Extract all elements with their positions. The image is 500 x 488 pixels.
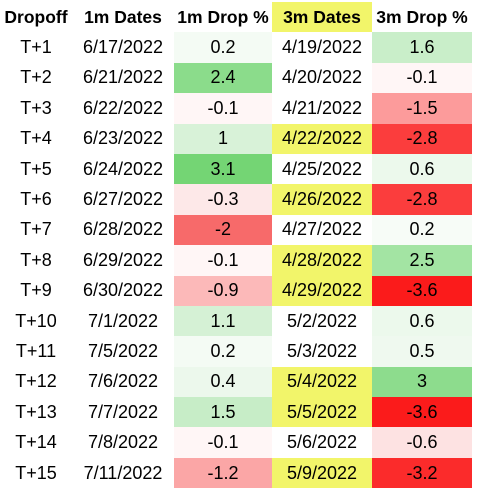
cell-3m-date: 4/27/2022 <box>272 214 372 246</box>
table-row: T+10 7/1/2022 1.1 5/2/2022 0.6 <box>0 305 472 337</box>
cell-3m-drop-pct: 0.2 <box>372 214 472 246</box>
cell-3m-date: 5/9/2022 <box>272 457 372 488</box>
table-row: T+7 6/28/2022 -2 4/27/2022 0.2 <box>0 214 472 246</box>
cell-dropoff: T+9 <box>20 280 52 301</box>
cell-1m-drop-pct: -0.1 <box>174 245 272 276</box>
cell-dropoff: T+4 <box>20 128 52 149</box>
cell-1m-drop-pct: 1.5 <box>174 397 272 428</box>
cell-3m-drop-pct: 2.5 <box>372 245 472 276</box>
cell-3m-date: 4/22/2022 <box>272 123 372 154</box>
cell-1m-date: 6/21/2022 <box>82 67 164 88</box>
cell-3m-drop-pct: -1.5 <box>372 93 472 124</box>
cell-1m-date: 7/6/2022 <box>87 371 159 392</box>
table-row: T+6 6/27/2022 -0.3 4/26/2022 -2.8 <box>0 184 472 215</box>
cell-3m-date: 4/29/2022 <box>272 275 372 306</box>
table-row: T+2 6/21/2022 2.4 4/20/2022 -0.1 <box>0 62 472 94</box>
cell-1m-drop-pct: 3.1 <box>174 153 272 185</box>
cell-1m-date: 7/7/2022 <box>87 401 159 422</box>
cell-3m-date: 5/5/2022 <box>272 397 372 428</box>
cell-3m-date: 4/20/2022 <box>272 62 372 94</box>
table-row: T+8 6/29/2022 -0.1 4/28/2022 2.5 <box>0 245 472 276</box>
cell-3m-drop-pct: 0.5 <box>372 336 472 367</box>
cell-1m-date: 7/11/2022 <box>83 462 163 483</box>
cell-1m-drop-pct: 0.2 <box>174 32 272 63</box>
cell-dropoff: T+8 <box>20 249 52 270</box>
cell-3m-date: 5/6/2022 <box>272 427 372 458</box>
header-3m-drop-pct: 3m Drop % <box>376 6 468 27</box>
cell-dropoff: T+7 <box>20 219 52 240</box>
table-row: T+3 6/22/2022 -0.1 4/21/2022 -1.5 <box>0 93 472 124</box>
cell-1m-drop-pct: 1.1 <box>174 305 272 337</box>
cell-3m-drop-pct: -2.8 <box>372 184 472 215</box>
cell-1m-date: 7/8/2022 <box>87 432 159 453</box>
cell-1m-drop-pct: -0.9 <box>174 275 272 306</box>
cell-dropoff: T+6 <box>20 189 52 210</box>
cell-dropoff: T+3 <box>20 97 52 118</box>
cell-3m-drop-pct: 3 <box>372 366 472 398</box>
cell-1m-date: 7/1/2022 <box>87 310 159 331</box>
header-1m-drop-pct: 1m Drop % <box>177 6 269 27</box>
table-body: T+1 6/17/2022 0.2 4/19/2022 1.6 T+2 6/21/2022 2… <box>0 32 472 488</box>
cell-1m-date: 6/29/2022 <box>82 249 164 270</box>
cell-1m-drop-pct: 0.4 <box>174 366 272 398</box>
cell-1m-drop-pct: -2 <box>174 214 272 246</box>
cell-dropoff: T+12 <box>15 371 57 392</box>
cell-1m-date: 6/24/2022 <box>82 158 164 179</box>
cell-1m-drop-pct: 2.4 <box>174 62 272 94</box>
cell-1m-date: 6/27/2022 <box>82 189 164 210</box>
header-dropoff: Dropoff <box>4 6 68 27</box>
dropoff-table: Dropoff 1m Dates 1m Drop % 3m Dates 3m D… <box>0 2 472 488</box>
cell-dropoff: T+15 <box>15 462 57 483</box>
cell-1m-drop-pct: 0.2 <box>174 336 272 367</box>
cell-3m-date: 4/25/2022 <box>272 153 372 185</box>
table-row: T+14 7/8/2022 -0.1 5/6/2022 -0.6 <box>0 427 472 458</box>
table-row: T+11 7/5/2022 0.2 5/3/2022 0.5 <box>0 336 472 367</box>
table-row: T+12 7/6/2022 0.4 5/4/2022 3 <box>0 366 472 398</box>
cell-dropoff: T+13 <box>15 401 57 422</box>
cell-dropoff: T+2 <box>20 67 52 88</box>
cell-3m-date: 5/3/2022 <box>272 336 372 367</box>
table-row: T+15 7/11/2022 -1.2 5/9/2022 -3.2 <box>0 457 472 488</box>
cell-3m-drop-pct: 0.6 <box>372 153 472 185</box>
cell-1m-drop-pct: -0.3 <box>174 184 272 215</box>
table-row: T+13 7/7/2022 1.5 5/5/2022 -3.6 <box>0 397 472 428</box>
header-1m-dates: 1m Dates <box>84 6 162 27</box>
cell-dropoff: T+14 <box>15 432 57 453</box>
cell-3m-drop-pct: -3.6 <box>372 275 472 306</box>
cell-3m-drop-pct: -2.8 <box>372 123 472 154</box>
header-row: Dropoff 1m Dates 1m Drop % 3m Dates 3m D… <box>0 2 472 33</box>
cell-3m-drop-pct: -3.2 <box>372 457 472 488</box>
table-row: T+1 6/17/2022 0.2 4/19/2022 1.6 <box>0 32 472 63</box>
cell-dropoff: T+11 <box>15 340 57 361</box>
cell-1m-date: 6/23/2022 <box>82 128 164 149</box>
cell-1m-drop-pct: -0.1 <box>174 93 272 124</box>
cell-dropoff: T+5 <box>20 158 52 179</box>
table-row: T+5 6/24/2022 3.1 4/25/2022 0.6 <box>0 153 472 185</box>
cell-1m-date: 6/17/2022 <box>82 37 164 58</box>
cell-3m-drop-pct: 1.6 <box>372 32 472 63</box>
cell-3m-date: 4/19/2022 <box>272 32 372 63</box>
cell-3m-drop-pct: -0.6 <box>372 427 472 458</box>
cell-1m-date: 6/30/2022 <box>82 280 164 301</box>
cell-3m-date: 5/2/2022 <box>272 305 372 337</box>
table-row: T+9 6/30/2022 -0.9 4/29/2022 -3.6 <box>0 275 472 306</box>
cell-3m-drop-pct: -0.1 <box>372 62 472 94</box>
header-3m-dates: 3m Dates <box>272 2 372 33</box>
cell-dropoff: T+1 <box>20 37 52 58</box>
cell-3m-date: 4/28/2022 <box>272 245 372 276</box>
cell-3m-date: 4/21/2022 <box>272 93 372 124</box>
cell-3m-date: 5/4/2022 <box>272 366 372 398</box>
cell-3m-date: 4/26/2022 <box>272 184 372 215</box>
cell-3m-drop-pct: -3.6 <box>372 397 472 428</box>
cell-1m-date: 7/5/2022 <box>87 340 159 361</box>
cell-1m-drop-pct: -0.1 <box>174 427 272 458</box>
cell-1m-drop-pct: 1 <box>174 123 272 154</box>
table-header: Dropoff 1m Dates 1m Drop % 3m Dates 3m D… <box>0 2 472 33</box>
cell-1m-date: 6/22/2022 <box>82 97 164 118</box>
cell-dropoff: T+10 <box>15 310 57 331</box>
cell-1m-date: 6/28/2022 <box>82 219 164 240</box>
cell-3m-drop-pct: 0.6 <box>372 305 472 337</box>
cell-1m-drop-pct: -1.2 <box>174 457 272 488</box>
table-row: T+4 6/23/2022 1 4/22/2022 -2.8 <box>0 123 472 154</box>
